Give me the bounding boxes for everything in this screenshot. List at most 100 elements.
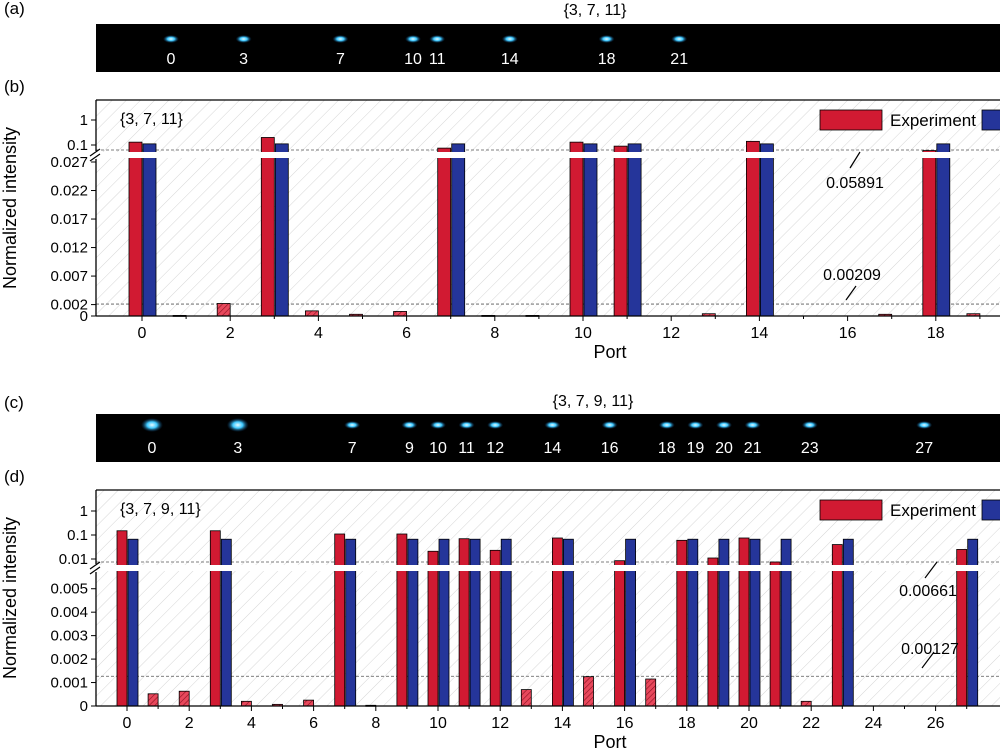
- legend-swatch-experiment: [819, 109, 883, 131]
- panel-label-b: (b): [4, 77, 25, 96]
- chart-annotation: {3, 7, 11}: [120, 111, 184, 128]
- strip-port-label: 10: [429, 440, 447, 457]
- strip-spot: [429, 35, 446, 43]
- panel-label-a: (a): [4, 0, 25, 18]
- axis-break-mark: [89, 153, 101, 162]
- strip-spot: [544, 421, 561, 429]
- y-tick-label: 1: [80, 503, 88, 520]
- bar-experiment: [334, 533, 346, 707]
- y-tick-label: 0.001: [50, 675, 88, 692]
- strip-port-label: 7: [348, 440, 357, 457]
- legend-label-experiment: Experiment: [890, 111, 976, 130]
- bar-simulation: [625, 538, 636, 707]
- x-tick-label: 6: [402, 325, 411, 342]
- strip-port-label: 14: [501, 51, 519, 68]
- bar-experiment: [569, 141, 584, 317]
- x-tick-label: 0: [123, 715, 132, 732]
- bar-experiment: [437, 147, 452, 317]
- x-tick-label: 4: [247, 715, 256, 732]
- strip-port-label: 3: [239, 51, 248, 68]
- bar-simulation: [407, 538, 419, 707]
- x-tick-label: 14: [751, 325, 769, 342]
- bar-simulation: [469, 538, 481, 707]
- bar-experiment: [260, 137, 275, 317]
- strip-a-spots: 0 3 7 10 11 14 18 21: [163, 35, 688, 68]
- strip-c-title: {3, 7, 9, 11}: [553, 393, 634, 410]
- y-tick-label: 0.002: [50, 297, 88, 314]
- x-tick-label: 8: [490, 325, 499, 342]
- bar-experiment: [520, 689, 532, 707]
- y-tick-label: 0.017: [50, 211, 88, 228]
- bar-simulation: [967, 538, 979, 707]
- bar-simulation: [936, 143, 951, 317]
- bar-simulation: [760, 143, 774, 317]
- strip-port-label: 10: [404, 51, 422, 68]
- bar-simulation: [127, 538, 139, 707]
- chart-annotation: {3, 7, 9, 11}: [120, 501, 201, 518]
- y-tick-label: 0.004: [50, 604, 88, 621]
- bar-experiment: [304, 310, 319, 317]
- x-tick-label: 12: [491, 715, 509, 732]
- bar-experiment: [303, 699, 315, 707]
- x-axis-title: Port: [593, 732, 626, 750]
- x-tick-label: 12: [662, 325, 680, 342]
- bar-experiment: [128, 141, 143, 317]
- bar-experiment: [769, 561, 781, 707]
- x-tick-label: 4: [314, 325, 323, 342]
- y-axis-title: Normalized intensity: [0, 127, 20, 289]
- bar-experiment: [209, 530, 221, 707]
- x-tick-label: 14: [554, 715, 572, 732]
- bar-simulation: [220, 538, 232, 707]
- x-tick-label: 0: [138, 325, 147, 342]
- strip-port-label: 12: [486, 440, 504, 457]
- bar-experiment: [738, 537, 750, 707]
- legend-swatch-experiment: [819, 499, 883, 521]
- x-tick-label: 8: [371, 715, 380, 732]
- x-tick-label: 18: [927, 325, 945, 342]
- strip-spot: [716, 421, 732, 429]
- strip-port-label: 21: [744, 440, 762, 457]
- axis-break-mark: [89, 148, 101, 157]
- x-tick-label: 16: [839, 325, 857, 342]
- x-tick-label: 2: [226, 325, 235, 342]
- bar-simulation: [842, 538, 854, 707]
- strip-a-title: {3, 7, 11}: [564, 2, 628, 19]
- strip-spot: [332, 35, 349, 43]
- strip-port-label: 19: [687, 440, 705, 457]
- bar-simulation: [780, 538, 792, 707]
- bar-experiment: [489, 549, 501, 707]
- strip-port-label: 18: [598, 51, 616, 68]
- strip-port-label: 18: [658, 440, 676, 457]
- bar-experiment: [240, 700, 252, 707]
- reference-label: 0.00209: [823, 267, 881, 284]
- strip-spot: [163, 35, 179, 43]
- strip-port-label: 23: [801, 440, 819, 457]
- strip-port-label: 11: [429, 51, 446, 68]
- y-tick-label: 0.005: [50, 581, 88, 598]
- bar-experiment: [147, 693, 159, 707]
- plot-background: [96, 100, 1000, 316]
- bar-simulation: [583, 143, 598, 317]
- bar-experiment: [800, 700, 812, 707]
- strip-port-label: 21: [670, 51, 688, 68]
- x-tick-label: 20: [740, 715, 758, 732]
- y-tick-label: 0.01: [59, 551, 88, 568]
- strip-spot: [687, 421, 704, 429]
- bar-experiment: [552, 537, 563, 707]
- bar-experiment: [178, 690, 190, 707]
- y-tick-label: 0.007: [50, 268, 88, 285]
- strip-port-label: 3: [233, 440, 242, 457]
- strip-spot: [601, 421, 618, 429]
- x-tick-label: 10: [429, 715, 447, 732]
- bar-simulation: [451, 143, 466, 317]
- strip-spot: [501, 35, 518, 43]
- axis-break-mark: [89, 566, 101, 575]
- bar-simulation: [274, 143, 289, 317]
- bar-simulation: [142, 143, 157, 317]
- bar-experiment: [427, 550, 439, 707]
- strip-c-spots: 0 3 7 9 10 11 12 14 16 18 19 20 21 23 27: [141, 418, 933, 457]
- legend-label-experiment: Experiment: [890, 501, 976, 520]
